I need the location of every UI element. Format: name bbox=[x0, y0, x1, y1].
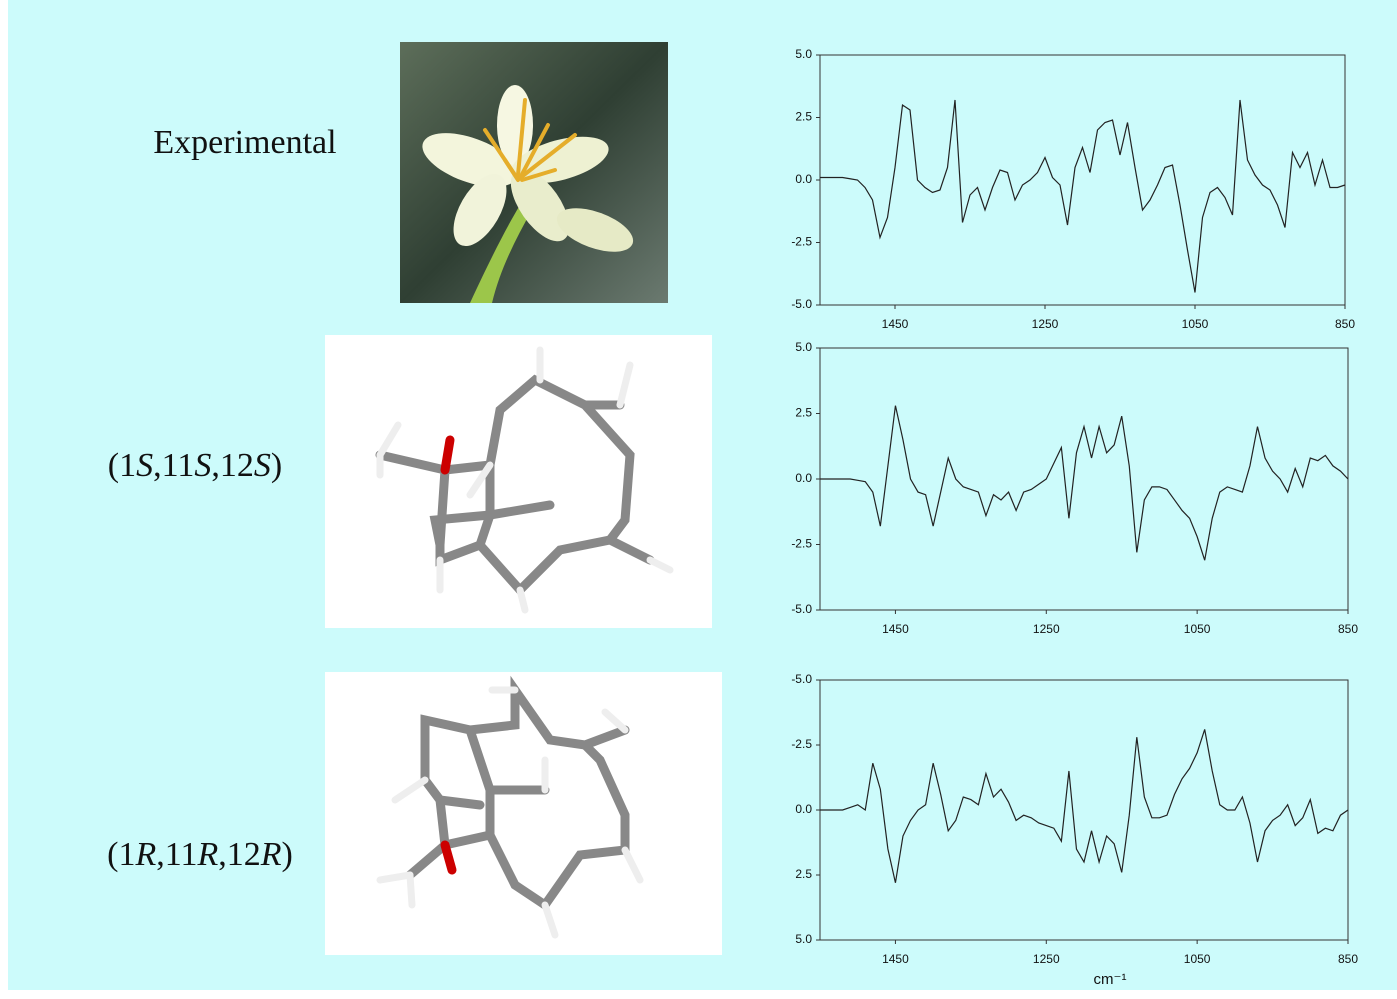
x-tick-label: 1450 bbox=[882, 317, 909, 331]
y-tick-label: 5.0 bbox=[795, 932, 812, 946]
y-tick-label: -2.5 bbox=[791, 537, 812, 551]
y-tick-label: -5.0 bbox=[791, 672, 812, 686]
flower-photo bbox=[400, 42, 668, 303]
x-tick-label: 1450 bbox=[882, 952, 909, 966]
x-tick-label: 1250 bbox=[1033, 952, 1060, 966]
x-tick-label: 1250 bbox=[1032, 317, 1059, 331]
y-tick-label: 0.0 bbox=[795, 802, 812, 816]
y-tick-label: 2.5 bbox=[795, 110, 812, 124]
y-tick-label: -2.5 bbox=[791, 235, 812, 249]
molecule-1s bbox=[325, 335, 712, 628]
x-tick-label: 1250 bbox=[1033, 622, 1060, 636]
x-tick-label: 1050 bbox=[1182, 317, 1209, 331]
y-tick-label: 2.5 bbox=[795, 406, 812, 420]
y-tick-label: 0.0 bbox=[795, 172, 812, 186]
x-tick-label: 850 bbox=[1338, 622, 1358, 636]
y-tick-label: 5.0 bbox=[795, 47, 812, 61]
row-label: (1S,11S,12S) bbox=[108, 447, 282, 484]
x-tick-label: 850 bbox=[1338, 952, 1358, 966]
x-tick-label: 1050 bbox=[1184, 952, 1211, 966]
x-tick-label: 1050 bbox=[1184, 622, 1211, 636]
y-tick-label: -5.0 bbox=[791, 602, 812, 616]
row-label: (1R,11R,12R) bbox=[107, 836, 293, 873]
page: {"chart_data": [ {"type": "line", "title… bbox=[0, 0, 1397, 994]
row-label: Experimental bbox=[153, 124, 336, 161]
y-tick-label: 2.5 bbox=[795, 867, 812, 881]
y-tick-label: 0.0 bbox=[795, 471, 812, 485]
y-tick-label: 5.0 bbox=[795, 340, 812, 354]
y-tick-label: -5.0 bbox=[791, 297, 812, 311]
x-tick-label: 850 bbox=[1335, 317, 1355, 331]
x-axis-label: cm⁻¹ bbox=[1094, 971, 1127, 988]
slide: Experimental -5.0 -2.5 0.0 2.5 5.0 1450 1250 105… bbox=[0, 0, 1397, 994]
y-tick-label: -2.5 bbox=[791, 737, 812, 751]
x-tick-label: 1450 bbox=[882, 622, 909, 636]
molecule-1r bbox=[325, 672, 722, 955]
